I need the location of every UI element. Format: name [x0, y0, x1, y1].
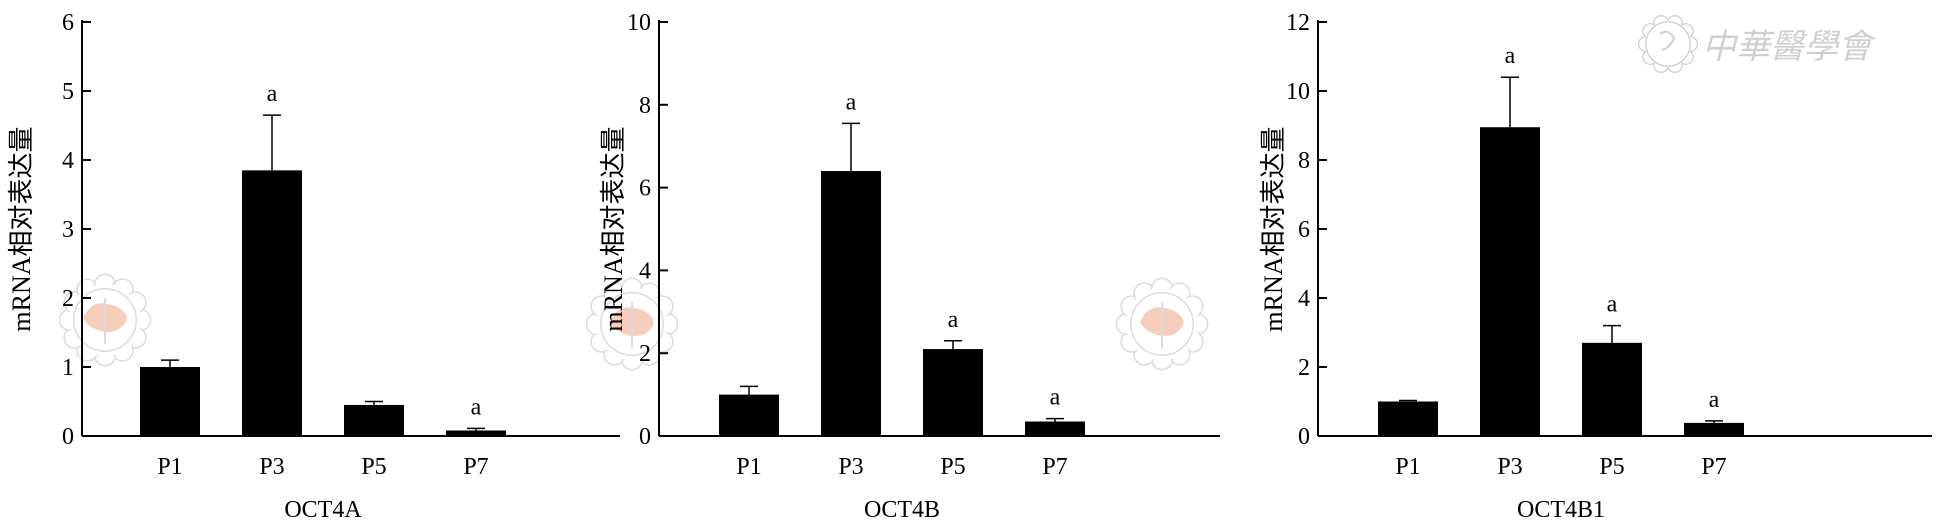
significance-label: a: [1709, 387, 1720, 413]
category-label-p3: P3: [838, 454, 863, 480]
bar-p7: [1025, 421, 1085, 436]
significance-label: a: [1505, 43, 1516, 69]
category-label-p3: P3: [1497, 454, 1522, 480]
significance-label: a: [1607, 292, 1618, 318]
cma-wordmark: 中華醫學會: [1637, 15, 1877, 73]
y-tick-label: 6: [1298, 217, 1310, 243]
bar-p5: [344, 404, 404, 436]
x-axis-label: OCT4B: [864, 497, 940, 523]
y-axis-label: mRNA相对表达量: [7, 126, 36, 331]
bar-p7: [1684, 422, 1744, 436]
bar-p3: [242, 170, 302, 436]
category-label-p5: P5: [1599, 454, 1624, 480]
y-tick-label: 6: [62, 10, 74, 36]
y-axis-label: mRNA相对表达量: [1259, 126, 1288, 331]
y-tick-label: 4: [1298, 286, 1310, 312]
y-tick-label: 2: [62, 286, 74, 312]
significance-label: a: [1050, 385, 1061, 411]
y-tick-label: 0: [62, 424, 74, 450]
category-label-p1: P1: [157, 454, 182, 480]
bar-p1: [719, 394, 779, 436]
significance-label: a: [948, 307, 959, 333]
bar-p1: [140, 367, 200, 436]
y-axis-label: mRNA相对表达量: [599, 126, 628, 331]
bar-p5: [923, 349, 983, 436]
chart-panel-2: P1 a P3 a P5 a P7 0 2 4 6 8 10 OCT4B mRNA相对表达量: [599, 10, 1220, 523]
y-tick-label: 1: [62, 355, 74, 381]
y-tick-label: 12: [1286, 10, 1310, 36]
y-tick-label: 0: [639, 424, 651, 450]
y-tick-label: 10: [1286, 79, 1310, 105]
y-tick-label: 6: [639, 176, 651, 202]
y-tick-label: 2: [639, 341, 651, 367]
y-tick-label: 8: [639, 93, 651, 119]
category-label-p7: P7: [463, 454, 488, 480]
y-tick-label: 3: [62, 217, 74, 243]
category-label-p7: P7: [1042, 454, 1067, 480]
x-axis-label: OCT4B1: [1517, 497, 1605, 523]
category-label-p1: P1: [1395, 454, 1420, 480]
y-tick-label: 4: [639, 258, 651, 284]
category-label-p5: P5: [361, 454, 386, 480]
bar-p1: [1378, 401, 1438, 436]
significance-label: a: [846, 89, 857, 115]
category-label-p5: P5: [940, 454, 965, 480]
y-tick-label: 5: [62, 79, 74, 105]
y-tick-label: 2: [1298, 355, 1310, 381]
category-label-p3: P3: [259, 454, 284, 480]
bar-p3: [821, 171, 881, 437]
chart-panel-1: P1 a P3 P5 a P7 0 1 2 3 4 5 6 OCT4A mRNA相对表达量: [7, 10, 620, 523]
y-tick-label: 10: [627, 10, 651, 36]
y-tick-label: 4: [62, 148, 74, 174]
y-tick-label: 8: [1298, 148, 1310, 174]
bar-p3: [1480, 127, 1540, 436]
category-label-p1: P1: [736, 454, 761, 480]
significance-label: a: [267, 81, 278, 107]
cma-logo-icon: [585, 277, 679, 371]
cma-logo-icon: [1115, 277, 1209, 371]
bar-p7: [446, 430, 506, 436]
chart-panel-3: P1 a P3 a P5 a P7 0 2 4 6 8 10 12 OCT4B1 mRNA相对表达量: [1259, 10, 1932, 523]
category-label-p7: P7: [1701, 454, 1726, 480]
bar-p5: [1582, 342, 1642, 436]
x-axis-label: OCT4A: [284, 497, 362, 523]
watermark-layer: 中華醫學會: [58, 15, 1877, 371]
y-tick-label: 0: [1298, 424, 1310, 450]
watermark-text: 中華醫學會: [1702, 27, 1877, 67]
significance-label: a: [471, 394, 482, 420]
